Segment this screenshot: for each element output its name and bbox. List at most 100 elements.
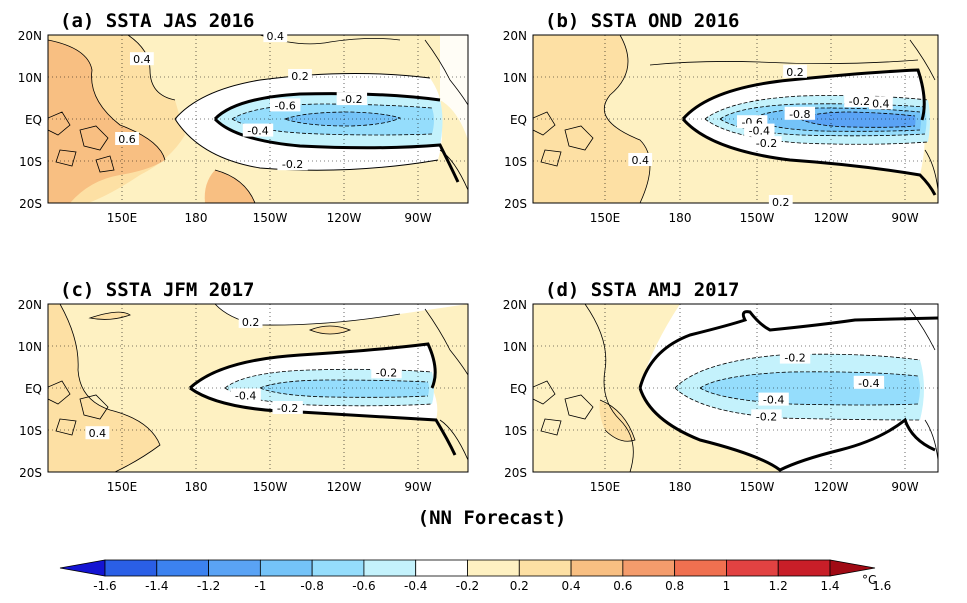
- contour-label: -0.4: [763, 394, 784, 407]
- x-tick: 90W: [404, 211, 431, 225]
- colorbar-segment: [829, 559, 876, 577]
- figure-caption: (NN Forecast): [418, 507, 567, 529]
- contour-label-bg: [263, 29, 288, 43]
- contour-label-bg: [115, 132, 139, 145]
- colorbar-tick-label: -1.4: [145, 579, 168, 593]
- colorbar-tick-label: 1.6: [872, 579, 891, 593]
- panel-b: (b) SSTA OND 2016: [503, 10, 939, 225]
- x-tick: 150E: [107, 211, 138, 225]
- panel-b-title: (b) SSTA OND 2016: [545, 10, 739, 32]
- y-tick: 20N: [18, 298, 42, 312]
- contour-label: 0.4: [133, 53, 151, 66]
- colorbar-tick-label: 0.4: [562, 579, 581, 593]
- contour-label-bg: [272, 401, 303, 414]
- panel-b-region-neg0.8: [800, 112, 916, 128]
- contour-label-bg: [230, 388, 261, 402]
- x-tick: 90W: [404, 480, 431, 494]
- x-tick: 90W: [891, 480, 918, 494]
- y-tick: 10N: [18, 340, 42, 354]
- contour-label-bg: [844, 94, 875, 108]
- colorbar-segment: [726, 559, 779, 577]
- panel-c-title: (c) SSTA JFM 2017: [60, 279, 254, 301]
- colorbar-tick-label: -0.8: [300, 579, 323, 593]
- colorbar-tick-label: 1: [723, 579, 731, 593]
- contour-label: -0.2: [756, 137, 777, 150]
- contour-label: -0.2: [849, 95, 870, 108]
- contour-label: 0.2: [786, 66, 804, 79]
- colorbar-ticks: -1.6 -1.4 -1.2 -1 -0.8 -0.6 -0.4 -0.2 0.2 0.4 0.6 0…: [93, 579, 891, 593]
- contour-label-bg: [751, 409, 782, 423]
- y-tick: 20S: [19, 466, 42, 480]
- panel-b-region-0.4: [533, 35, 650, 203]
- colorbar-segment: [363, 559, 417, 577]
- panel-c-plot: [48, 304, 468, 472]
- colorbar-unit: °C: [862, 573, 876, 587]
- colorbar-tick-label: 1.4: [820, 579, 839, 593]
- colorbar-segment: [59, 559, 106, 577]
- colorbar-segment: [622, 559, 676, 577]
- contour-label: 0.4: [872, 97, 890, 110]
- colorbar-segment: [208, 559, 261, 577]
- colorbar-tick-label: -1.6: [93, 579, 116, 593]
- y-tick: EQ: [510, 382, 527, 396]
- y-tick: 20S: [504, 197, 527, 211]
- colorbar: [59, 559, 876, 577]
- contour-label-bg: [744, 123, 775, 137]
- x-tick: 120W: [327, 211, 362, 225]
- colorbar-tick-label: -1.2: [197, 579, 220, 593]
- contour-label-bg: [751, 136, 782, 150]
- contour-label: -0.6: [274, 99, 295, 112]
- contour-label-bg: [85, 426, 110, 440]
- y-tick: 20N: [503, 29, 527, 43]
- colorbar-tick-label: 0.8: [665, 579, 684, 593]
- contour-label: 0.6: [118, 133, 136, 146]
- panel-d-x-ticks: 150E 180 150W 120W 90W: [590, 480, 919, 494]
- colorbar-tick-label: 0.6: [613, 579, 632, 593]
- contour-label-bg: [784, 106, 816, 120]
- contour-label-bg: [758, 392, 789, 406]
- contour-label-bg: [336, 92, 368, 106]
- contour-label-bg: [768, 195, 793, 208]
- contour-label-bg: [853, 375, 885, 389]
- y-tick: 10S: [19, 155, 42, 169]
- colorbar-segment: [156, 559, 209, 577]
- contour-label: -0.2: [282, 158, 303, 171]
- panel-c-region-white-top: [215, 304, 468, 326]
- y-tick: 10N: [503, 71, 527, 85]
- panel-a-x-ticks: 150E 180 150W 120W 90W: [107, 211, 432, 225]
- y-tick: EQ: [25, 113, 42, 127]
- y-tick: EQ: [25, 382, 42, 396]
- panel-b-contour-labels: 0.2-0.2 0.4-0.6-0.8-0.4-0.20.40.2: [628, 64, 893, 209]
- x-tick: 120W: [814, 211, 849, 225]
- panel-c-contour-labels: 0.2 -0.2 -0.4 -0.2 0.4: [85, 314, 402, 440]
- colorbar-segment: [104, 559, 158, 577]
- colorbar-segment: [518, 559, 572, 577]
- contour-label-bg: [277, 157, 308, 171]
- contour-label-bg: [868, 96, 893, 110]
- x-tick: 120W: [814, 480, 849, 494]
- contour-label: -0.2: [756, 410, 777, 423]
- panel-a-y-ticks: 20N 10N EQ 10S 20S: [18, 29, 42, 211]
- x-tick: 150W: [740, 480, 775, 494]
- y-tick: 10N: [18, 71, 42, 85]
- x-tick: 150W: [253, 480, 288, 494]
- contour-label: -0.8: [789, 108, 810, 121]
- y-tick: 20N: [503, 298, 527, 312]
- colorbar-segment: [311, 559, 365, 577]
- panel-c-region-neg0.4: [260, 380, 429, 398]
- panel-b-x-ticks: 150E 180 150W 120W 90W: [590, 211, 919, 225]
- y-tick: 20S: [19, 197, 42, 211]
- panel-b-plot: [533, 35, 938, 203]
- contour-label-bg: [779, 350, 811, 364]
- y-tick: 20N: [18, 29, 42, 43]
- contour-label: 0.4: [631, 154, 649, 167]
- contour-label: -0.4: [749, 125, 770, 138]
- x-tick: 180: [185, 480, 208, 494]
- contour-label-bg: [371, 365, 402, 379]
- x-tick: 150W: [740, 211, 775, 225]
- colorbar-tick-label: 0.2: [510, 579, 529, 593]
- colorbar-tick-label: -0.2: [456, 579, 479, 593]
- x-tick: 150E: [107, 480, 138, 494]
- y-tick: 20S: [504, 466, 527, 480]
- panel-d-title: (d) SSTA AMJ 2017: [545, 279, 739, 301]
